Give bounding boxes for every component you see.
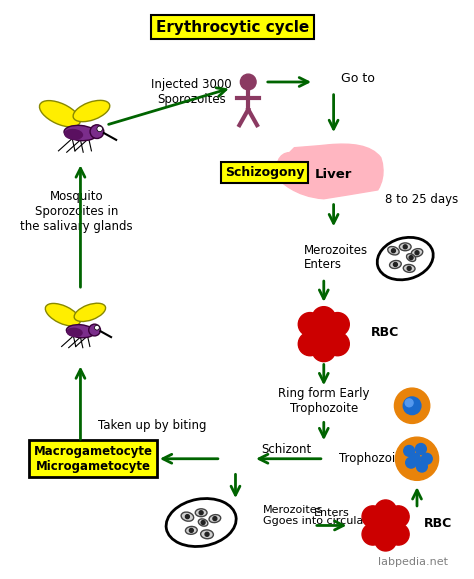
Text: 8 to 25 days: 8 to 25 days (384, 193, 458, 206)
Circle shape (410, 453, 420, 464)
Circle shape (213, 516, 217, 521)
PathPatch shape (277, 144, 383, 199)
Circle shape (199, 511, 203, 515)
Ellipse shape (64, 125, 97, 141)
Circle shape (201, 521, 205, 525)
Text: labpedia.net: labpedia.net (378, 557, 448, 567)
Circle shape (406, 457, 417, 468)
Circle shape (375, 500, 396, 522)
Circle shape (305, 320, 328, 343)
Text: Erythrocytic cycle: Erythrocytic cycle (156, 20, 309, 35)
Ellipse shape (209, 515, 221, 523)
Circle shape (393, 262, 397, 266)
Text: Macrogametocyte
Microgametocyte: Macrogametocyte Microgametocyte (34, 445, 153, 472)
Circle shape (407, 266, 411, 270)
Text: Ring form Early
Trophozoite: Ring form Early Trophozoite (278, 387, 370, 415)
Text: Enters: Enters (304, 258, 342, 271)
Ellipse shape (399, 243, 411, 251)
Circle shape (388, 506, 409, 527)
Ellipse shape (181, 512, 194, 521)
Circle shape (362, 506, 383, 527)
Text: RBC: RBC (371, 325, 399, 339)
Circle shape (409, 256, 413, 259)
Ellipse shape (46, 303, 80, 326)
Circle shape (326, 332, 349, 356)
Text: Mosquito
Sporozoites in
the salivary glands: Mosquito Sporozoites in the salivary gla… (20, 190, 133, 233)
Circle shape (89, 324, 100, 336)
Ellipse shape (388, 247, 399, 255)
Text: Schizogony: Schizogony (225, 166, 305, 179)
Circle shape (375, 529, 396, 551)
Circle shape (405, 399, 413, 407)
Circle shape (240, 74, 256, 90)
Circle shape (298, 313, 322, 336)
Text: Merozoites
Ggoes into circulatiot: Merozoites Ggoes into circulatiot (263, 505, 382, 526)
Ellipse shape (66, 325, 94, 338)
Ellipse shape (74, 303, 106, 321)
Text: Merozoites: Merozoites (304, 244, 368, 257)
Circle shape (90, 124, 104, 138)
Circle shape (375, 515, 396, 536)
Circle shape (312, 323, 336, 346)
Circle shape (416, 444, 426, 455)
Ellipse shape (201, 530, 213, 538)
Circle shape (404, 445, 415, 456)
Ellipse shape (390, 261, 401, 269)
Text: Injected 3000
Sporozoites: Injected 3000 Sporozoites (151, 78, 232, 106)
Circle shape (392, 249, 395, 252)
Circle shape (190, 529, 193, 532)
Ellipse shape (66, 328, 83, 337)
Circle shape (388, 523, 409, 545)
Circle shape (417, 461, 427, 472)
Circle shape (395, 437, 438, 481)
Ellipse shape (411, 248, 423, 257)
Circle shape (95, 325, 99, 330)
Circle shape (205, 532, 209, 536)
Text: Trophozoite: Trophozoite (338, 452, 407, 466)
Circle shape (319, 320, 342, 343)
Text: Schizont: Schizont (261, 444, 311, 456)
Ellipse shape (377, 237, 433, 280)
Ellipse shape (185, 526, 197, 534)
Circle shape (403, 245, 407, 249)
Circle shape (312, 338, 336, 362)
Ellipse shape (198, 519, 208, 526)
Text: Enters: Enters (314, 508, 349, 518)
Circle shape (421, 453, 432, 464)
Text: Go to: Go to (341, 72, 375, 85)
Circle shape (403, 397, 421, 415)
Ellipse shape (195, 509, 207, 516)
Text: Taken up by biting: Taken up by biting (98, 419, 206, 432)
Circle shape (415, 251, 419, 255)
Ellipse shape (64, 129, 83, 140)
Text: RBC: RBC (424, 517, 452, 530)
Text: Liver: Liver (315, 168, 352, 181)
Ellipse shape (73, 100, 110, 122)
Ellipse shape (403, 265, 415, 272)
Circle shape (298, 332, 322, 356)
Circle shape (185, 515, 190, 519)
Ellipse shape (407, 254, 416, 262)
Circle shape (312, 307, 336, 330)
Ellipse shape (39, 101, 80, 127)
Ellipse shape (166, 499, 236, 547)
Circle shape (326, 313, 349, 336)
Circle shape (362, 523, 383, 545)
Circle shape (394, 388, 430, 423)
Circle shape (97, 126, 102, 131)
